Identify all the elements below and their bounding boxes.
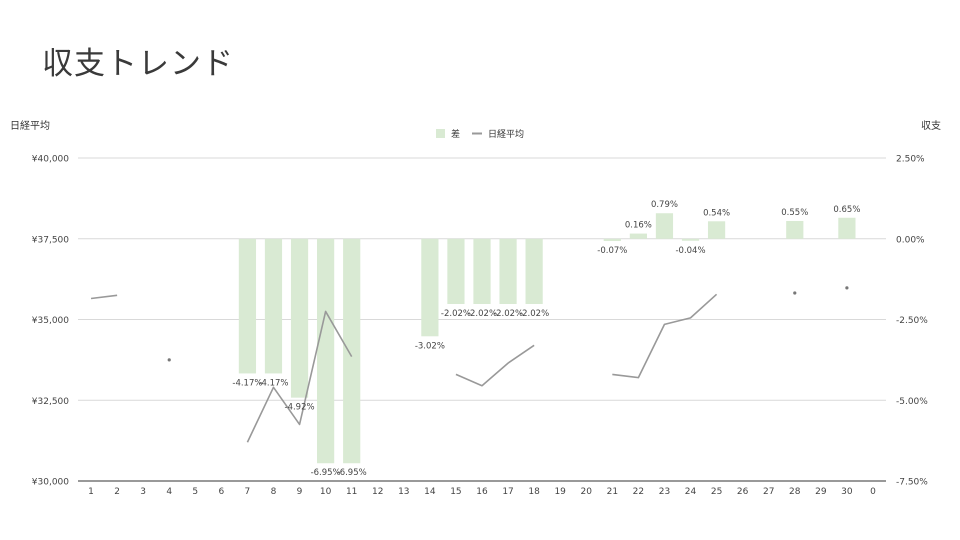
bar-data-label: 0.65% (833, 205, 860, 215)
bar (343, 238, 361, 464)
x-tick-label: 7 (245, 487, 251, 497)
legend-label-nikkei: 日経平均 (488, 128, 524, 140)
x-tick-label: 30 (841, 487, 853, 497)
bar (655, 213, 674, 239)
bar-data-label: -6.95% (337, 468, 367, 478)
x-tick-label: 22 (633, 487, 644, 497)
chart-gridlines (78, 157, 886, 482)
bar (707, 221, 726, 239)
x-tick-label: 28 (789, 487, 801, 497)
line-segment (455, 344, 535, 387)
x-tick-label: 5 (192, 487, 198, 497)
bar (238, 238, 257, 374)
right-tick-label: -7.50% (896, 478, 928, 488)
x-tick-label: 11 (346, 487, 357, 497)
bar (525, 238, 543, 304)
x-tick-label: 10 (320, 487, 332, 497)
x-tick-label: 6 (218, 487, 224, 497)
bar (447, 238, 465, 304)
left-axis-title: 日経平均 (10, 119, 50, 132)
bar-data-label: -2.02% (441, 309, 471, 319)
bar (290, 238, 309, 398)
bar-data-label: -4.92% (285, 403, 315, 413)
right-axis-title: 収支 (921, 120, 941, 132)
left-tick-label: ¥37,500 (32, 235, 69, 245)
page-title: 収支トレンド (42, 46, 234, 82)
bar-data-labels: -4.17%-4.17% -4.92% -6.95%-6.95% -3.02% -2.0… (232, 200, 860, 478)
x-tick-label: 13 (398, 487, 409, 497)
left-tick-label: ¥40,000 (32, 155, 69, 165)
bar (681, 238, 700, 241)
bar-data-label: 0.16% (625, 221, 652, 231)
left-tick-label: ¥32,500 (32, 397, 69, 407)
x-tick-label: 21 (607, 487, 618, 497)
x-tick-label: 8 (271, 487, 277, 497)
bar-data-label: 0.55% (781, 208, 808, 218)
x-tick-label: 1 (88, 487, 94, 497)
x-tick-label: 2 (114, 487, 120, 497)
right-axis-ticks: -7.50% -5.00% -2.50% 0.00% 2.50% (896, 155, 928, 488)
legend-swatch-sa (436, 129, 445, 138)
bar (838, 217, 856, 239)
bar-series-sa (238, 213, 856, 464)
x-tick-label: 12 (372, 487, 383, 497)
bar-data-label: 0.54% (703, 208, 730, 218)
right-tick-label: -5.00% (896, 397, 928, 407)
right-tick-label: 0.00% (896, 235, 925, 245)
x-tick-label: 17 (502, 487, 513, 497)
bar (473, 238, 491, 304)
line-segment (90, 294, 118, 300)
bar-data-label: -4.17% (232, 378, 262, 388)
x-tick-label: 3 (140, 487, 146, 497)
x-tick-label: 23 (659, 487, 670, 497)
bar (317, 238, 335, 464)
x-tick-label: 0 (870, 487, 876, 497)
x-tick-label: 16 (476, 487, 488, 497)
bar-data-label: -0.07% (597, 246, 627, 256)
bar-data-label: -2.02% (493, 309, 523, 319)
line-segment (246, 310, 353, 443)
bar-data-label: -2.02% (467, 309, 497, 319)
x-tick-label: 29 (815, 487, 827, 497)
x-tick-label: 24 (685, 487, 697, 497)
x-tick-label: 18 (528, 487, 540, 497)
line-point (167, 358, 171, 362)
bar-data-label: -2.02% (519, 309, 549, 319)
bar-data-label: -0.04% (675, 246, 705, 256)
bar (264, 238, 283, 374)
bar (499, 238, 517, 304)
line-point (793, 291, 797, 295)
bar (603, 238, 621, 242)
x-tick-label: 25 (711, 487, 722, 497)
x-tick-label: 15 (450, 487, 461, 497)
bar (786, 220, 804, 239)
x-tick-label: 19 (554, 487, 566, 497)
left-axis-ticks: ¥30,000 ¥32,500 ¥35,000 ¥37,500 ¥40,000 (32, 155, 69, 488)
line-point (845, 286, 849, 290)
x-tick-label: 4 (166, 487, 172, 497)
left-tick-label: ¥30,000 (32, 478, 69, 488)
chart-legend: 差 日経平均 (436, 128, 524, 140)
bar (421, 238, 439, 337)
bar (629, 233, 647, 239)
x-tick-label: 26 (737, 487, 749, 497)
x-tick-label: 14 (424, 487, 436, 497)
x-tick-label: 9 (297, 487, 303, 497)
x-axis-ticks: 1 2 3 4 5 6 7 8 9 10 11 12 13 14 15 16 17 18 19 20 21 22 23 24 2… (88, 487, 876, 497)
left-tick-label: ¥35,000 (32, 316, 69, 326)
line-series-nikkei (90, 286, 849, 443)
bar-data-label: -4.17% (258, 378, 288, 388)
x-tick-label: 20 (581, 487, 593, 497)
bar-data-label: 0.79% (651, 200, 678, 210)
bar-data-label: -3.02% (415, 341, 445, 351)
right-tick-label: 2.50% (896, 155, 925, 165)
right-tick-label: -2.50% (896, 316, 928, 326)
x-tick-label: 27 (763, 487, 774, 497)
bar-data-label: -6.95% (311, 468, 341, 478)
line-segment (612, 293, 718, 379)
legend-label-sa: 差 (451, 128, 460, 140)
